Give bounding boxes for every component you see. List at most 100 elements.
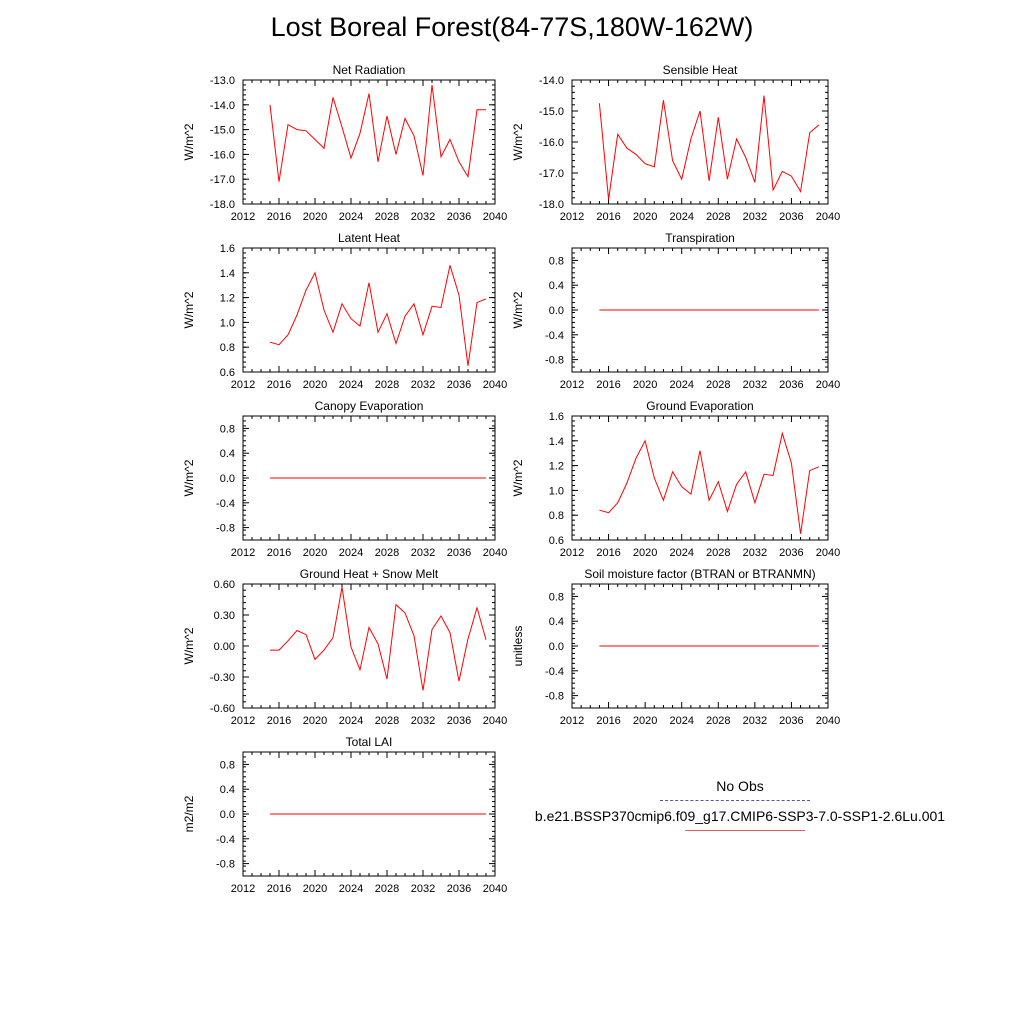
x-tick-label: 2020 <box>303 883 327 895</box>
x-tick-label: 2020 <box>633 547 657 559</box>
x-tick-label: 2040 <box>816 715 840 727</box>
x-tick-label: 2016 <box>267 379 291 391</box>
y-tick-label: 1.0 <box>549 485 564 497</box>
x-tick-label: 2020 <box>633 379 657 391</box>
x-tick-label: 2012 <box>231 715 255 727</box>
x-tick-label: 2016 <box>267 883 291 895</box>
x-tick-label: 2040 <box>483 379 507 391</box>
y-tick-label: 0.8 <box>220 342 235 354</box>
chart-panel-1: Net Radiation W/m^2 2012 2016 2020 2024 2028 20… <box>182 63 507 223</box>
x-tick-label: 2024 <box>669 547 693 559</box>
y-tick-label: -0.60 <box>210 703 235 715</box>
series-line <box>598 95 820 200</box>
x-tick-label: 2028 <box>706 715 730 727</box>
legend-case-label: b.e21.BSSP370cmip6.f09_g17.CMIP6-SSP3-7.… <box>534 808 946 824</box>
x-tick-label: 2036 <box>447 883 471 895</box>
y-tick-label: -0.8 <box>216 523 235 535</box>
chart-panel-2: Sensible Heat W/m^2 2012 2016 2020 2024 2028 20… <box>511 63 840 223</box>
x-tick-label: 2012 <box>231 547 255 559</box>
x-tick-label: 2028 <box>375 379 399 391</box>
chart-title: Latent Heat <box>338 231 401 245</box>
x-tick-label: 2012 <box>231 211 255 223</box>
x-tick-label: 2016 <box>596 379 620 391</box>
y-axis-label: W/m^2 <box>182 459 196 496</box>
x-tick-label: 2032 <box>743 211 767 223</box>
y-tick-label: 0.60 <box>214 579 235 591</box>
x-tick-label: 2036 <box>779 547 803 559</box>
x-tick-label: 2012 <box>231 379 255 391</box>
y-tick-label: -0.8 <box>545 355 564 367</box>
x-tick-label: 2040 <box>816 211 840 223</box>
chart-title: Sensible Heat <box>663 63 738 77</box>
y-tick-label: 0.30 <box>214 610 235 622</box>
y-tick-label: -0.4 <box>545 330 564 342</box>
y-tick-label: 0.4 <box>220 784 235 796</box>
plot-frame <box>242 79 496 205</box>
y-tick-label: 1.2 <box>549 461 564 473</box>
y-tick-label: -18.0 <box>539 199 564 211</box>
x-tick-label: 2012 <box>560 379 584 391</box>
y-tick-label: 0.0 <box>549 641 564 653</box>
chart-panel-9: Total LAI m2/m2 2012 2016 2020 2024 2028 2032 20… <box>182 735 507 895</box>
y-tick-label: -0.4 <box>545 666 564 678</box>
y-tick-label: 0.0 <box>549 305 564 317</box>
y-tick-label: -16.0 <box>210 149 235 161</box>
x-tick-label: 2040 <box>816 379 840 391</box>
x-tick-label: 2028 <box>375 547 399 559</box>
x-tick-label: 2024 <box>339 547 363 559</box>
x-tick-label: 2032 <box>411 547 435 559</box>
x-tick-label: 2016 <box>596 211 620 223</box>
y-tick-label: 0.6 <box>220 367 235 379</box>
x-tick-label: 2032 <box>411 883 435 895</box>
x-tick-label: 2032 <box>743 547 767 559</box>
series-line <box>599 431 820 534</box>
legend-case-line <box>685 830 805 831</box>
x-tick-label: 2024 <box>339 715 363 727</box>
y-tick-label: 1.4 <box>220 268 235 280</box>
y-tick-label: -17.0 <box>210 174 235 186</box>
chart-title: Ground Heat + Snow Melt <box>300 567 439 581</box>
y-tick-label: -0.8 <box>216 859 235 871</box>
x-tick-label: 2020 <box>303 715 327 727</box>
plot-frame <box>571 415 829 541</box>
y-tick-label: 0.4 <box>549 616 564 628</box>
chart-panel-8: Soil moisture factor (BTRAN or BTRANMN) u… <box>511 567 840 727</box>
y-tick-label: 1.4 <box>549 436 564 448</box>
x-tick-label: 2024 <box>669 211 693 223</box>
plot-frame <box>242 247 496 373</box>
x-tick-label: 2036 <box>447 715 471 727</box>
x-tick-label: 2012 <box>231 883 255 895</box>
x-tick-label: 2028 <box>375 883 399 895</box>
legend-obs-label: No Obs <box>716 778 764 794</box>
series-line <box>269 265 487 366</box>
x-tick-label: 2012 <box>560 211 584 223</box>
y-tick-label: 0.0 <box>220 473 235 485</box>
x-tick-label: 2032 <box>743 379 767 391</box>
y-axis-label: W/m^2 <box>182 291 196 328</box>
figure-title: Lost Boreal Forest(84-77S,180W-162W) <box>270 12 754 42</box>
y-axis-label: unitless <box>511 626 525 667</box>
chart-panel-7: Ground Heat + Snow Melt W/m^2 2012 2016 2020… <box>182 567 507 727</box>
y-axis-label: W/m^2 <box>182 627 196 664</box>
x-tick-label: 2024 <box>669 715 693 727</box>
x-tick-label: 2032 <box>411 211 435 223</box>
chart-title: Transpiration <box>665 231 735 245</box>
y-tick-label: -17.0 <box>539 168 564 180</box>
y-tick-label: -13.0 <box>210 75 235 87</box>
x-tick-label: 2036 <box>447 379 471 391</box>
y-tick-label: 1.6 <box>220 243 235 255</box>
y-tick-label: 0.8 <box>220 423 235 435</box>
x-tick-label: 2012 <box>560 715 584 727</box>
x-tick-label: 2020 <box>633 715 657 727</box>
x-tick-label: 2040 <box>483 883 507 895</box>
x-tick-label: 2028 <box>706 211 730 223</box>
plot-frame <box>242 583 496 709</box>
x-tick-label: 2028 <box>375 211 399 223</box>
x-tick-label: 2012 <box>560 547 584 559</box>
x-tick-label: 2036 <box>779 211 803 223</box>
y-tick-label: 0.8 <box>549 591 564 603</box>
x-tick-label: 2032 <box>411 379 435 391</box>
chart-panel-3: Latent Heat W/m^2 2012 2016 2020 2024 2028 2032… <box>182 231 507 391</box>
y-tick-label: -16.0 <box>539 137 564 149</box>
x-tick-label: 2028 <box>706 547 730 559</box>
